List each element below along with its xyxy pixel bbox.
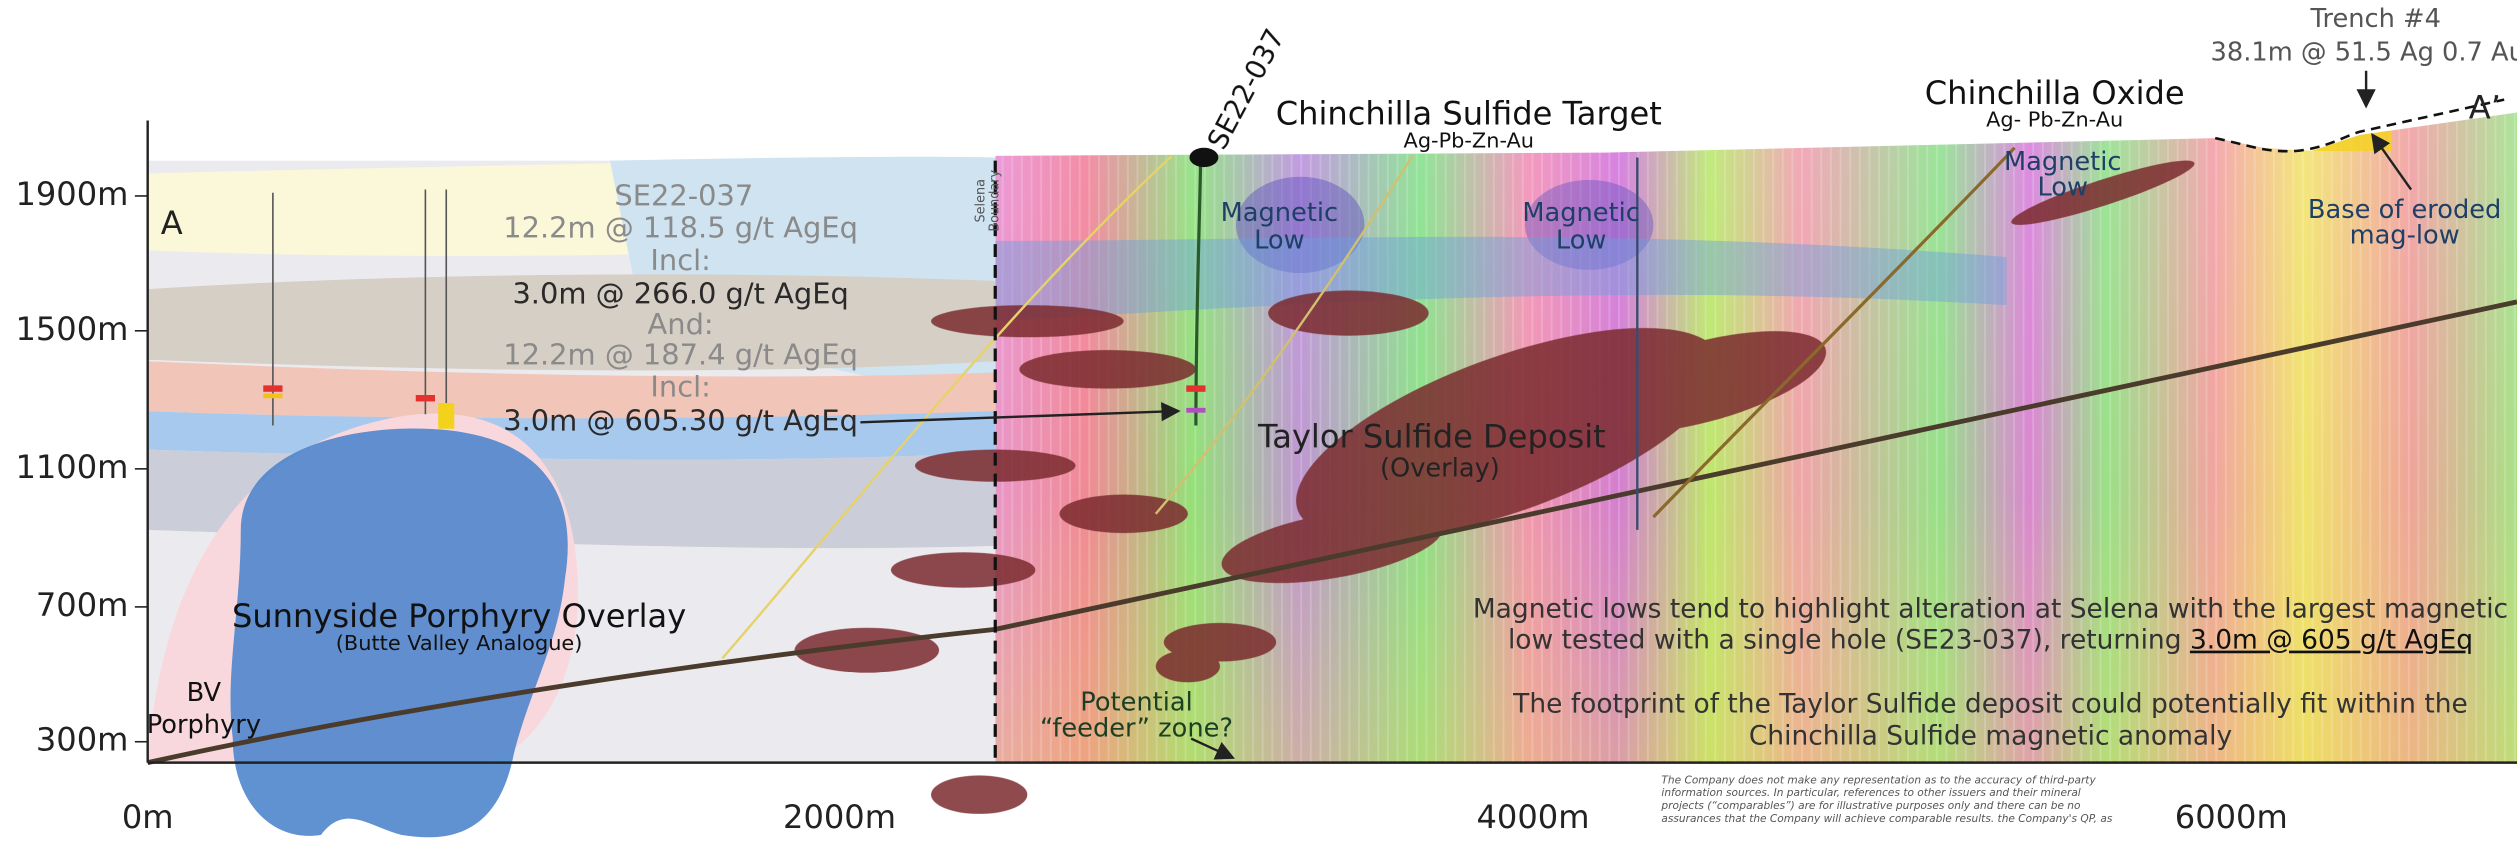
assay-marker bbox=[438, 403, 455, 429]
y-label: 300m bbox=[36, 721, 129, 759]
y-label: 700m bbox=[36, 586, 129, 624]
arrow bbox=[1190, 737, 1236, 760]
intercept-line: 3.0m @ 605.30 g/t AgEq bbox=[503, 403, 858, 437]
base-label: Base of eroded bbox=[2308, 195, 2501, 225]
intercept-line: Incl: bbox=[650, 243, 710, 277]
sulfide-body bbox=[2011, 160, 2195, 225]
assay-marker bbox=[415, 395, 436, 402]
y-label: 1500m bbox=[15, 310, 128, 348]
x-label: 2000m bbox=[783, 798, 896, 836]
mag-low-label: Low bbox=[1254, 225, 1305, 255]
band-pink bbox=[147, 361, 996, 419]
assay-marker bbox=[263, 393, 283, 399]
note-highlight: 3.0m @ 605 g/t AgEq bbox=[2190, 624, 2473, 655]
fault bbox=[147, 299, 2517, 765]
sulfide-body bbox=[890, 552, 1036, 588]
sulfide-body bbox=[1577, 331, 1827, 434]
collar bbox=[1189, 147, 1219, 168]
x-label: 0m bbox=[122, 798, 174, 836]
target-metals: Ag- Pb-Zn-Au bbox=[1986, 108, 2123, 132]
target-name: Chinchilla Oxide bbox=[1925, 74, 2185, 112]
mag-low-blob bbox=[1236, 176, 1365, 274]
note-line: Chinchilla Sulfide magnetic anomaly bbox=[1749, 720, 2232, 751]
boundary-label: Boundary bbox=[988, 169, 1003, 231]
intercept-line: Incl: bbox=[650, 370, 710, 404]
mag-low-label: Magnetic bbox=[2004, 147, 2122, 177]
disclaimer-line: projects (“comparables”) are for illustr… bbox=[1660, 800, 2080, 812]
bv-label: BV bbox=[187, 678, 222, 708]
mag-low-label: Magnetic bbox=[1221, 198, 1339, 228]
note-line: low tested with a single hole (SE23-037)… bbox=[1508, 624, 2473, 655]
sulfide-bodies bbox=[794, 160, 2195, 814]
deposit-name: Taylor Sulfide Deposit bbox=[1257, 417, 1606, 455]
assay-marker bbox=[1186, 407, 1206, 413]
trench-zone bbox=[2295, 115, 2392, 152]
sulfide-body bbox=[931, 775, 1028, 814]
section-end: A bbox=[161, 204, 183, 242]
y-label: 1900m bbox=[15, 175, 128, 213]
intercept-line: 12.2m @ 187.4 g/t AgEq bbox=[503, 337, 858, 371]
y-ticks bbox=[134, 195, 148, 743]
porphyry-name: Sunnyside Porphyry Overlay bbox=[232, 597, 686, 635]
deposit-note: (Overlay) bbox=[1380, 453, 1500, 483]
target-metals: Ag-Pb-Zn-Au bbox=[1404, 128, 1534, 152]
feeder-label: “feeder” zone? bbox=[1040, 713, 1233, 743]
band-blue-right bbox=[995, 236, 2007, 322]
mag-low-label: Low bbox=[2037, 172, 2088, 202]
intercept-line: And: bbox=[648, 307, 714, 341]
drill-trace bbox=[1652, 146, 2016, 519]
assay-marker bbox=[263, 385, 283, 392]
disclaimer-line: The Company does not make any representa… bbox=[1661, 774, 2096, 786]
sulfide-body bbox=[931, 305, 1124, 338]
disclaimer-line: assurances that the Company will achieve… bbox=[1661, 813, 2112, 825]
bv-label: Porphyry bbox=[147, 710, 261, 740]
arrow bbox=[860, 402, 1181, 424]
feeder-label: Potential bbox=[1080, 688, 1192, 718]
band-grey bbox=[147, 274, 996, 371]
note-line: Magnetic lows tend to highlight alterati… bbox=[1473, 594, 2508, 625]
mag-low-label: Low bbox=[1556, 225, 1607, 255]
target-name: Chinchilla Sulfide Target bbox=[1276, 95, 1662, 133]
intercept-line: 12.2m @ 118.5 g/t AgEq bbox=[503, 211, 858, 245]
disclaimer-line: information sources. In particular, refe… bbox=[1661, 787, 2080, 799]
intercept-line: 3.0m @ 266.0 g/t AgEq bbox=[512, 276, 848, 310]
porphyry-body bbox=[230, 428, 568, 838]
sulfide-body bbox=[1019, 350, 1196, 389]
sulfide-body bbox=[1155, 650, 1220, 683]
mag-low-label: Magnetic bbox=[1522, 198, 1640, 228]
sulfide-body bbox=[1059, 494, 1188, 534]
mag-low-blob bbox=[1524, 179, 1654, 270]
note-line: The footprint of the Taylor Sulfide depo… bbox=[1512, 688, 2468, 719]
sulfide-body bbox=[1221, 508, 1444, 584]
arrow bbox=[2371, 132, 2413, 191]
base-label: mag-low bbox=[2350, 221, 2460, 251]
assay-marker bbox=[1186, 385, 1206, 392]
porphyry-note: (Butte Valley Analogue) bbox=[336, 631, 583, 655]
trench-result: 38.1m @ 51.5 Ag 0.7 Au bbox=[2211, 38, 2517, 68]
drillhole-label: SE22-037 bbox=[1202, 24, 1291, 154]
y-label: 1100m bbox=[15, 448, 128, 486]
note-text: low tested with a single hole (SE23-037)… bbox=[1508, 624, 2190, 655]
boundary-label: Selena bbox=[973, 179, 988, 222]
x-label: 6000m bbox=[2175, 798, 2288, 836]
eroded-base bbox=[2214, 98, 2505, 153]
trench-name: Trench #4 bbox=[2310, 4, 2441, 34]
sulfide-body bbox=[1268, 290, 1429, 336]
drill-trace bbox=[1154, 155, 1414, 515]
section-end: A’ bbox=[2469, 88, 2501, 126]
x-label: 4000m bbox=[1477, 798, 1590, 836]
intercept-hole: SE22-037 bbox=[614, 179, 753, 213]
